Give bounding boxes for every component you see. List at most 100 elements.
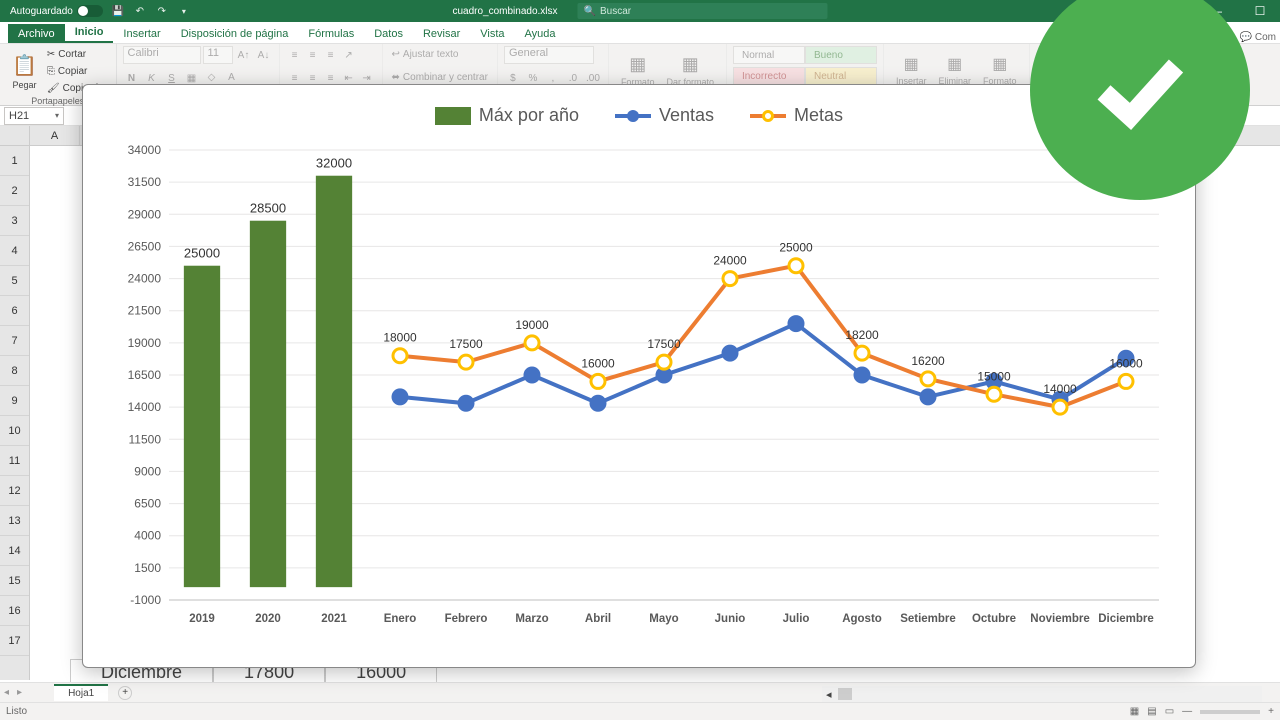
- add-sheet-icon[interactable]: +: [118, 686, 132, 700]
- legend-label-ventas: Ventas: [659, 105, 714, 126]
- svg-text:Octubre: Octubre: [972, 613, 1016, 625]
- qat-dropdown-icon[interactable]: ▾: [177, 4, 191, 18]
- svg-text:6500: 6500: [134, 497, 161, 511]
- wrap-icon: ↩: [392, 49, 400, 60]
- svg-text:16000: 16000: [1109, 356, 1143, 370]
- save-icon[interactable]: 💾: [111, 4, 125, 18]
- legend-swatch-metas: [750, 114, 786, 118]
- font-size-select[interactable]: 11: [203, 46, 233, 64]
- svg-text:26500: 26500: [128, 239, 162, 253]
- legend-label-metas: Metas: [794, 105, 843, 126]
- copy-icon: ⎘: [47, 66, 55, 77]
- view-page-icon[interactable]: ▤: [1147, 706, 1156, 717]
- brush-icon: 🖌: [47, 83, 60, 94]
- style-neutral[interactable]: Neutral: [805, 67, 877, 85]
- zoom-in-icon[interactable]: +: [1268, 706, 1274, 717]
- svg-text:16200: 16200: [911, 354, 945, 368]
- orientation-icon[interactable]: ↗: [340, 46, 358, 64]
- chart-object[interactable]: Máx por año Ventas Metas -1000 1500 4000 65…: [82, 84, 1196, 668]
- style-good[interactable]: Bueno: [805, 46, 877, 64]
- merge-center-button[interactable]: ⬌Combinar y centrar: [389, 69, 491, 85]
- copy-button[interactable]: ⎘Copiar: [44, 63, 110, 79]
- svg-text:Mayo: Mayo: [649, 613, 678, 625]
- tab-page-layout[interactable]: Disposición de página: [171, 24, 299, 43]
- svg-text:24000: 24000: [713, 254, 747, 268]
- tab-review[interactable]: Revisar: [413, 24, 470, 43]
- align-mid-icon[interactable]: ≡: [304, 46, 322, 64]
- sheet-nav-prev-icon[interactable]: ◂: [0, 687, 13, 698]
- autosave-toggle[interactable]: Autoguardado: [10, 5, 103, 17]
- chart-svg: -1000 1500 4000 6500 9000 11500 14000 16500 1900…: [109, 140, 1169, 630]
- svg-text:Marzo: Marzo: [515, 613, 548, 625]
- insert-cells-icon: ▦: [904, 54, 919, 74]
- col-header-a[interactable]: A: [30, 126, 80, 145]
- style-normal[interactable]: Normal: [733, 46, 805, 64]
- svg-text:2020: 2020: [255, 613, 281, 625]
- view-break-icon[interactable]: ▭: [1165, 706, 1174, 717]
- font-name-select[interactable]: Calibri: [123, 46, 201, 64]
- svg-text:2019: 2019: [189, 613, 215, 625]
- chart-legend: Máx por año Ventas Metas: [95, 105, 1183, 126]
- grow-font-icon[interactable]: A↑: [235, 46, 253, 64]
- svg-text:19000: 19000: [128, 336, 162, 350]
- chart-plot: -1000 1500 4000 6500 9000 11500 14000 16500 1900…: [109, 140, 1169, 630]
- tab-help[interactable]: Ayuda: [515, 24, 566, 43]
- svg-text:-1000: -1000: [130, 593, 161, 607]
- number-format-select[interactable]: General: [504, 46, 594, 64]
- tab-file[interactable]: Archivo: [8, 24, 65, 43]
- svg-text:25000: 25000: [184, 246, 220, 261]
- undo-icon[interactable]: ↶: [133, 4, 147, 18]
- tab-insert[interactable]: Insertar: [113, 24, 170, 43]
- align-top-icon[interactable]: ≡: [286, 46, 304, 64]
- svg-text:11500: 11500: [129, 432, 162, 446]
- view-normal-icon[interactable]: ▦: [1130, 706, 1139, 717]
- svg-text:21500: 21500: [128, 304, 162, 318]
- table-icon: ▦: [682, 54, 699, 75]
- search-box[interactable]: 🔍 Buscar: [578, 3, 828, 19]
- status-bar: Listo ▦ ▤ ▭ — +: [0, 702, 1280, 720]
- svg-text:18200: 18200: [845, 328, 879, 342]
- svg-text:31500: 31500: [128, 175, 162, 189]
- svg-text:Febrero: Febrero: [445, 613, 488, 625]
- cut-icon: ✂: [47, 49, 55, 60]
- cut-button[interactable]: ✂Cortar: [44, 46, 110, 62]
- name-box[interactable]: H21▾: [4, 107, 64, 125]
- legend-swatch-ventas: [615, 114, 651, 118]
- maximize-icon[interactable]: ☐: [1240, 0, 1280, 22]
- svg-text:Agosto: Agosto: [842, 613, 882, 625]
- shrink-font-icon[interactable]: A↓: [255, 46, 273, 64]
- zoom-out-icon[interactable]: —: [1182, 706, 1192, 717]
- svg-text:Setiembre: Setiembre: [900, 613, 956, 625]
- svg-text:Julio: Julio: [783, 613, 810, 625]
- svg-text:1500: 1500: [134, 561, 161, 575]
- paste-icon: 📋: [12, 53, 37, 78]
- align-bot-icon[interactable]: ≡: [322, 46, 340, 64]
- tab-view[interactable]: Vista: [470, 24, 514, 43]
- tab-data[interactable]: Datos: [364, 24, 413, 43]
- zoom-slider[interactable]: [1200, 710, 1260, 714]
- legend-swatch-bars: [435, 107, 471, 125]
- sheet-tab-active[interactable]: Hoja1: [54, 684, 108, 701]
- comments-button[interactable]: 💬 Com: [1240, 32, 1276, 43]
- paste-button[interactable]: 📋 Pegar: [6, 47, 43, 95]
- redo-icon[interactable]: ↷: [155, 4, 169, 18]
- svg-text:2021: 2021: [321, 613, 347, 625]
- svg-text:17500: 17500: [647, 337, 681, 351]
- svg-text:Enero: Enero: [384, 613, 417, 625]
- sheet-nav-next-icon[interactable]: ▸: [13, 687, 26, 698]
- wrap-text-button[interactable]: ↩Ajustar texto: [389, 46, 491, 62]
- svg-text:17500: 17500: [449, 337, 483, 351]
- style-bad[interactable]: Incorrecto: [733, 67, 805, 85]
- cond-format-icon: ▦: [629, 54, 646, 75]
- svg-text:18000: 18000: [383, 331, 417, 345]
- svg-text:9000: 9000: [134, 464, 161, 478]
- tab-home[interactable]: Inicio: [65, 22, 114, 43]
- horizontal-scrollbar[interactable]: ◂: [822, 686, 1262, 702]
- svg-text:15000: 15000: [977, 369, 1011, 383]
- svg-text:4000: 4000: [134, 529, 161, 543]
- tab-formulas[interactable]: Fórmulas: [298, 24, 364, 43]
- svg-text:16500: 16500: [128, 368, 162, 382]
- svg-text:34000: 34000: [128, 143, 162, 157]
- svg-text:14000: 14000: [1043, 382, 1077, 396]
- svg-text:25000: 25000: [779, 241, 813, 255]
